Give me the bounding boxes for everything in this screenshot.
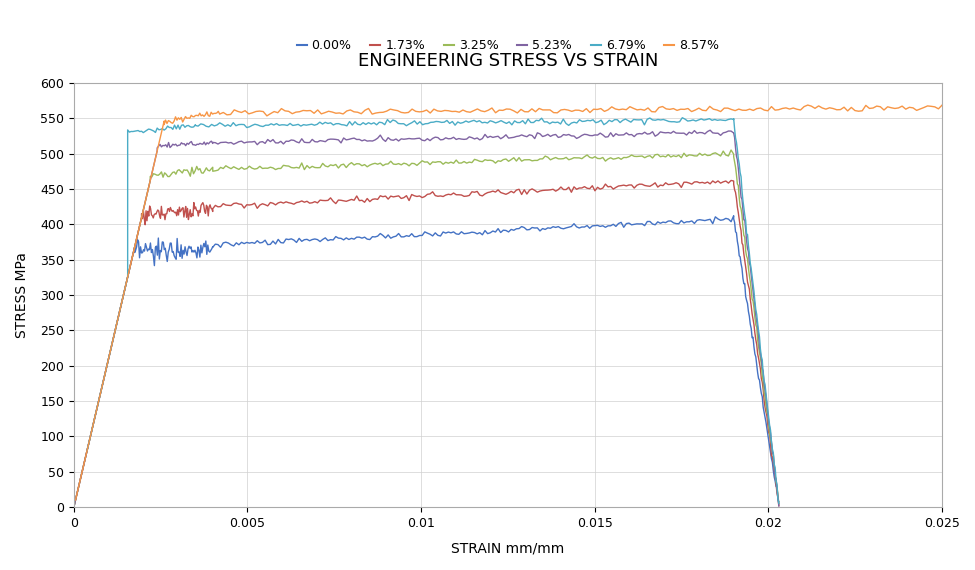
Line: 5.23%: 5.23%	[74, 130, 779, 507]
Line: 1.73%: 1.73%	[74, 181, 779, 507]
5.23%	[769, 473, 781, 480]
8.57%	[936, 101, 948, 108]
6.79%	[769, 464, 781, 471]
3.25%	[197, 170, 209, 177]
8.57%	[71, 490, 83, 497]
1.73%	[524, 187, 535, 194]
6.79%	[760, 390, 772, 397]
Line: 6.79%: 6.79%	[87, 118, 779, 503]
5.23%	[198, 139, 210, 145]
5.23%	[485, 133, 496, 140]
1.73%	[626, 182, 638, 189]
6.79%	[179, 124, 191, 131]
0.00%	[773, 498, 785, 505]
6.79%	[355, 121, 367, 128]
Title: ENGINEERING STRESS VS STRAIN: ENGINEERING STRESS VS STRAIN	[358, 52, 658, 70]
5.23%	[432, 134, 444, 141]
6.79%	[677, 115, 688, 121]
0.00%	[727, 213, 739, 219]
1.73%	[603, 184, 614, 190]
0.00%	[563, 224, 574, 231]
5.23%	[773, 503, 785, 510]
8.57%	[69, 496, 81, 503]
8.57%	[497, 107, 509, 114]
Y-axis label: STRESS MPa: STRESS MPa	[15, 252, 29, 338]
1.73%	[725, 177, 737, 184]
3.25%	[485, 157, 496, 164]
X-axis label: STRAIN mm/mm: STRAIN mm/mm	[451, 541, 565, 555]
Legend: 0.00%, 1.73%, 3.25%, 5.23%, 6.79%, 8.57%: 0.00%, 1.73%, 3.25%, 5.23%, 6.79%, 8.57%	[292, 34, 724, 57]
Line: 8.57%: 8.57%	[75, 105, 942, 500]
3.25%	[367, 161, 378, 168]
0.00%	[678, 219, 689, 226]
0.00%	[115, 301, 127, 308]
5.23%	[68, 504, 80, 511]
3.25%	[769, 471, 781, 478]
3.25%	[68, 504, 80, 511]
6.79%	[422, 120, 434, 127]
8.57%	[493, 107, 505, 113]
0.00%	[626, 221, 638, 228]
6.79%	[773, 500, 785, 507]
Line: 3.25%: 3.25%	[74, 150, 779, 507]
1.73%	[68, 504, 80, 511]
6.79%	[81, 447, 93, 454]
3.25%	[725, 146, 737, 153]
6.79%	[476, 119, 488, 126]
8.57%	[838, 104, 850, 111]
8.57%	[765, 103, 777, 110]
8.57%	[515, 106, 527, 113]
0.00%	[603, 222, 614, 229]
3.25%	[773, 500, 785, 507]
1.73%	[678, 179, 689, 186]
8.57%	[801, 101, 813, 108]
0.00%	[524, 226, 535, 233]
1.73%	[121, 278, 133, 285]
3.25%	[432, 158, 444, 165]
1.73%	[773, 502, 785, 509]
5.23%	[760, 393, 772, 400]
0.00%	[68, 504, 80, 511]
5.23%	[367, 137, 378, 144]
1.73%	[563, 184, 574, 190]
Line: 0.00%: 0.00%	[74, 216, 779, 507]
5.23%	[704, 127, 716, 133]
3.25%	[760, 402, 772, 409]
